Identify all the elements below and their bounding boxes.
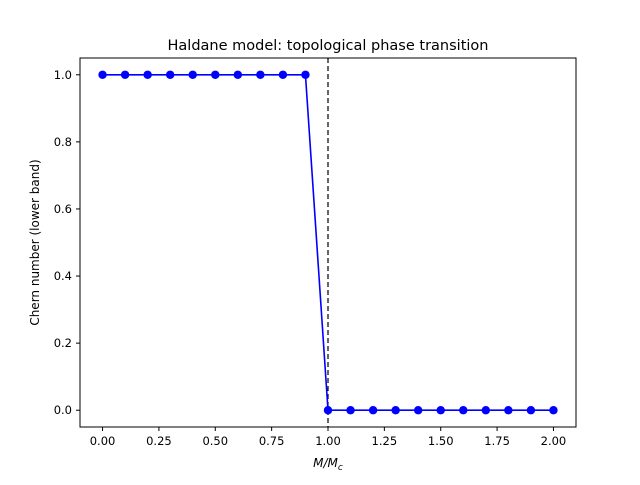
x-tick-label: 0.00 (90, 434, 116, 448)
data-point (120, 70, 130, 79)
y-tick-label: 0.6 (54, 202, 72, 216)
x-axis-label-base: M/M (313, 456, 338, 470)
x-axis-ticks: 0.00 0.25 0.50 0.75 1.00 1.25 1.50 1.75 2.00 (90, 427, 567, 448)
x-tick-label: 0.75 (259, 434, 285, 448)
data-point (526, 406, 536, 415)
series-layer (98, 58, 558, 427)
data-point (211, 70, 220, 79)
data-point (391, 406, 400, 415)
x-tick-label: 1.50 (428, 434, 454, 448)
x-tick-label: 1.00 (315, 434, 341, 448)
data-point (301, 70, 310, 79)
y-tick-label: 0.8 (54, 135, 72, 149)
data-point (165, 70, 175, 79)
x-axis-label-subscript: c (338, 463, 343, 473)
data-point (278, 70, 288, 79)
data-point (368, 406, 378, 415)
data-point (504, 406, 513, 415)
x-tick-label: 2.00 (541, 434, 567, 448)
data-point (233, 70, 243, 79)
data-point (323, 406, 333, 415)
y-axis-label: Chern number (lower band) (28, 159, 42, 325)
chart-title: Haldane model: topological phase transit… (168, 38, 489, 54)
data-point (413, 406, 423, 415)
data-point (346, 406, 355, 415)
data-point (143, 70, 152, 79)
y-axis-ticks: 0.0 0.2 0.4 0.6 0.8 1.0 (54, 68, 80, 417)
x-tick-label: 0.25 (146, 434, 172, 448)
y-tick-label: 0.0 (54, 403, 72, 417)
y-tick-label: 0.4 (54, 269, 72, 283)
x-tick-label: 0.50 (202, 434, 228, 448)
data-point (436, 406, 445, 415)
data-point (549, 406, 558, 415)
y-tick-label: 1.0 (54, 68, 72, 82)
data-point (98, 70, 107, 79)
x-tick-label: 1.25 (372, 434, 398, 448)
data-point (188, 70, 197, 79)
x-tick-label: 1.75 (484, 434, 510, 448)
data-point (481, 406, 491, 415)
plot-area (79, 57, 577, 428)
x-axis-label: M/Mc (313, 456, 343, 473)
data-point (459, 406, 468, 415)
data-point (256, 70, 265, 79)
y-tick-label: 0.2 (54, 336, 72, 350)
